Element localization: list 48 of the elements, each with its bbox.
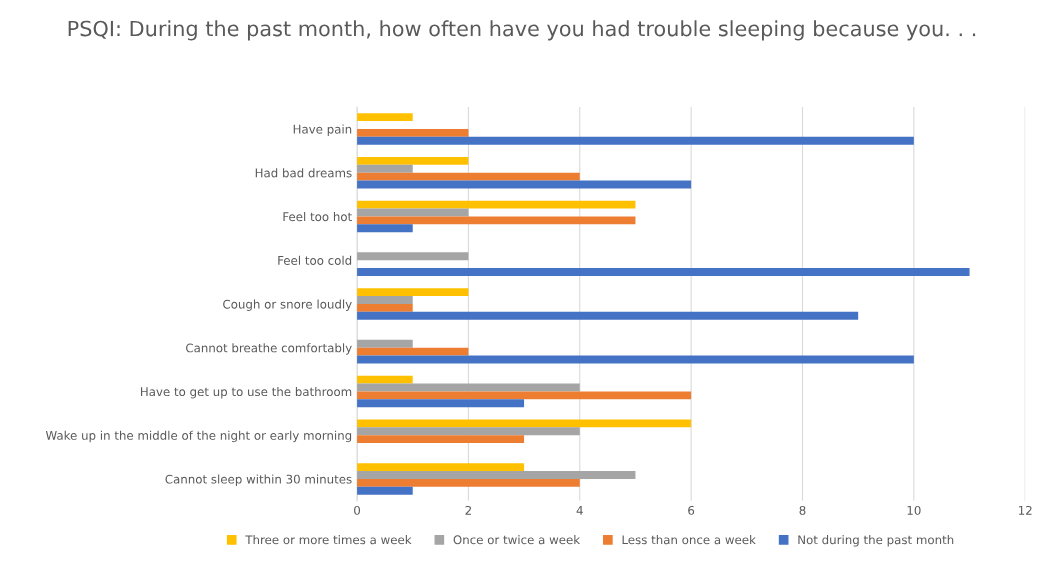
y-tick-label: Have to get up to use the bathroom: [141, 386, 352, 399]
x-tick-label: 8: [799, 505, 806, 515]
bar: [357, 419, 692, 428]
x-tick-label: 12: [1018, 505, 1032, 515]
bar: [357, 296, 413, 304]
bar: [357, 156, 469, 165]
bar: [357, 216, 636, 225]
y-tick-label: Have pain: [293, 124, 352, 136]
x-tick-label: 10: [907, 505, 921, 515]
legend-label: Three or more times a week: [245, 535, 412, 545]
y-tick-label: Cannot sleep within 30 minutes: [165, 474, 352, 486]
y-tick-label: Cannot breathe comfortably: [186, 343, 352, 355]
bar: [357, 136, 914, 145]
bar: [357, 471, 636, 479]
x-tick-label: 4: [576, 506, 583, 515]
bar: [357, 427, 580, 436]
bar: [357, 200, 636, 209]
bar: [357, 486, 413, 495]
bar: [357, 252, 469, 261]
bar: [357, 224, 413, 233]
bar: [357, 399, 525, 408]
bar: [357, 347, 469, 356]
y-tick-label: Feel too cold: [278, 255, 352, 265]
bar: [357, 164, 413, 173]
bar: [357, 339, 413, 348]
bar: [357, 128, 469, 137]
chart-title: PSQI: During the past month, how often have you had trouble sleeping because you. . .: [68, 20, 976, 41]
bar: [357, 435, 525, 444]
bar: [357, 478, 580, 487]
bar: [357, 463, 525, 472]
bar: [357, 172, 580, 181]
bar: [357, 113, 413, 122]
bar: [357, 303, 413, 312]
bar: [357, 268, 970, 276]
legend-label: Less than once a week: [622, 535, 756, 545]
bar: [357, 311, 859, 320]
x-tick-label: 0: [354, 505, 361, 515]
bar: [357, 391, 692, 400]
y-tick-label: Had bad dreams: [255, 168, 352, 178]
bar: [357, 288, 469, 297]
legend-label: Not during the past month: [798, 535, 954, 547]
legend-label: Once or twice a week: [453, 535, 581, 545]
y-tick-label: Cough or snore loudly: [223, 299, 352, 311]
y-tick-label: Feel too hot: [283, 212, 352, 222]
x-tick-label: 2: [465, 505, 471, 515]
y-tick-label: Wake up in the middle of the night or early morning: [45, 430, 352, 443]
x-tick-label: 6: [688, 505, 695, 515]
bar: [357, 375, 413, 384]
